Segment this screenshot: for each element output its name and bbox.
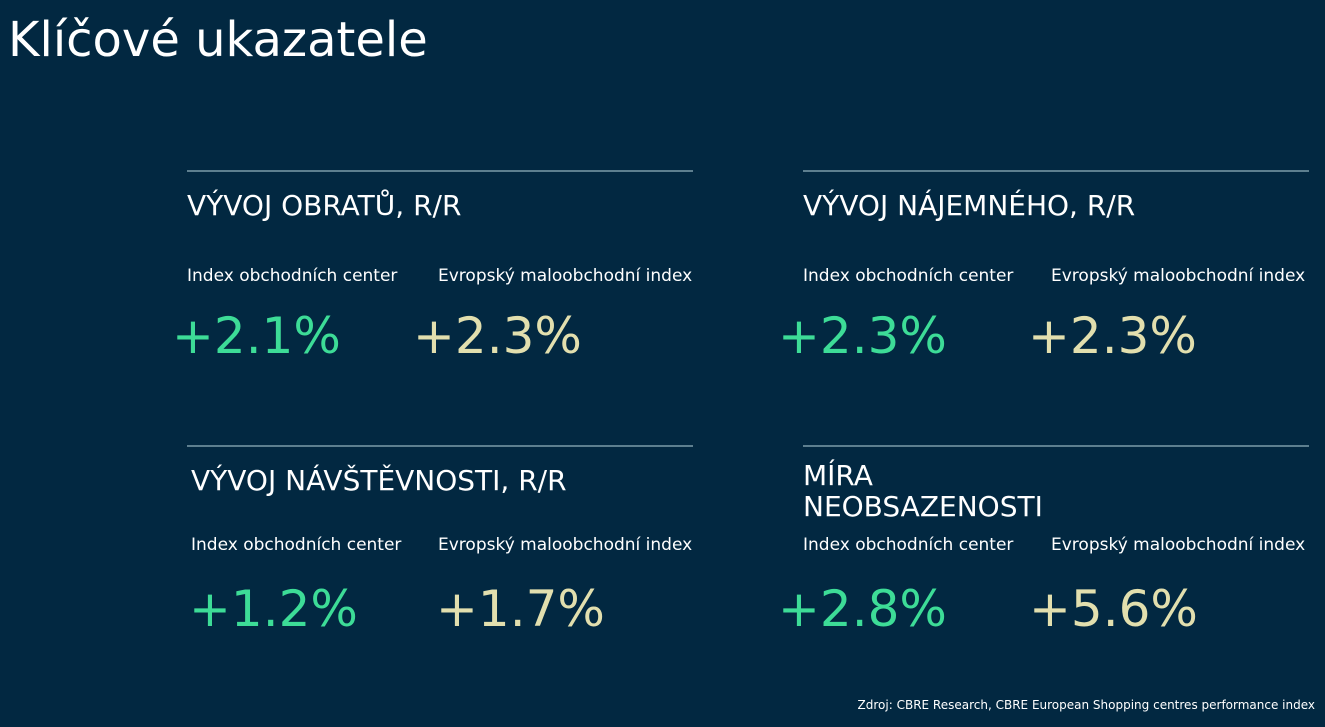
card-turnover: VÝVOJ OBRATŮ, R/R Index obchodních cente… bbox=[172, 170, 693, 400]
metric-value-shopping-index: +2.8% bbox=[778, 580, 947, 638]
metric-label-european-index: Evropský maloobchodní index bbox=[1051, 535, 1306, 555]
metric-value-shopping-index: +2.1% bbox=[172, 307, 341, 365]
page-title: Klíčové ukazatele bbox=[8, 12, 428, 68]
metric-label-shopping-index: Index obchodních center bbox=[191, 535, 402, 555]
divider bbox=[803, 170, 1309, 172]
metric-value-european-index: +2.3% bbox=[1028, 307, 1197, 365]
metric-label-european-index: Evropský maloobchodní index bbox=[1051, 266, 1306, 286]
metric-label-shopping-index: Index obchodních center bbox=[187, 266, 398, 286]
card-title: VÝVOJ NÁVŠTĚVNOSTI, R/R bbox=[191, 464, 567, 497]
divider bbox=[187, 170, 693, 172]
source-note: Zdroj: CBRE Research, CBRE European Shop… bbox=[857, 698, 1315, 712]
metric-value-shopping-index: +1.2% bbox=[189, 580, 358, 638]
metric-value-european-index: +2.3% bbox=[413, 307, 582, 365]
card-title: VÝVOJ NÁJEMNÉHO, R/R bbox=[803, 189, 1136, 222]
metric-value-european-index: +5.6% bbox=[1029, 580, 1198, 638]
metric-value-european-index: +1.7% bbox=[436, 580, 605, 638]
card-rent: VÝVOJ NÁJEMNÉHO, R/R Index obchodních ce… bbox=[778, 170, 1309, 400]
divider bbox=[187, 445, 693, 447]
metric-label-european-index: Evropský maloobchodní index bbox=[438, 535, 693, 555]
metric-label-european-index: Evropský maloobchodní index bbox=[438, 266, 693, 286]
card-footfall: VÝVOJ NÁVŠTĚVNOSTI, R/R Index obchodních… bbox=[187, 445, 693, 675]
metric-label-shopping-index: Index obchodních center bbox=[803, 266, 1014, 286]
metric-label-shopping-index: Index obchodních center bbox=[803, 535, 1014, 555]
divider bbox=[803, 445, 1309, 447]
metric-value-shopping-index: +2.3% bbox=[778, 307, 947, 365]
card-title: MÍRA NEOBSAZENOSTI bbox=[803, 459, 1043, 523]
card-title: VÝVOJ OBRATŮ, R/R bbox=[187, 189, 462, 222]
card-vacancy: MÍRA NEOBSAZENOSTI Index obchodních cent… bbox=[778, 445, 1309, 675]
